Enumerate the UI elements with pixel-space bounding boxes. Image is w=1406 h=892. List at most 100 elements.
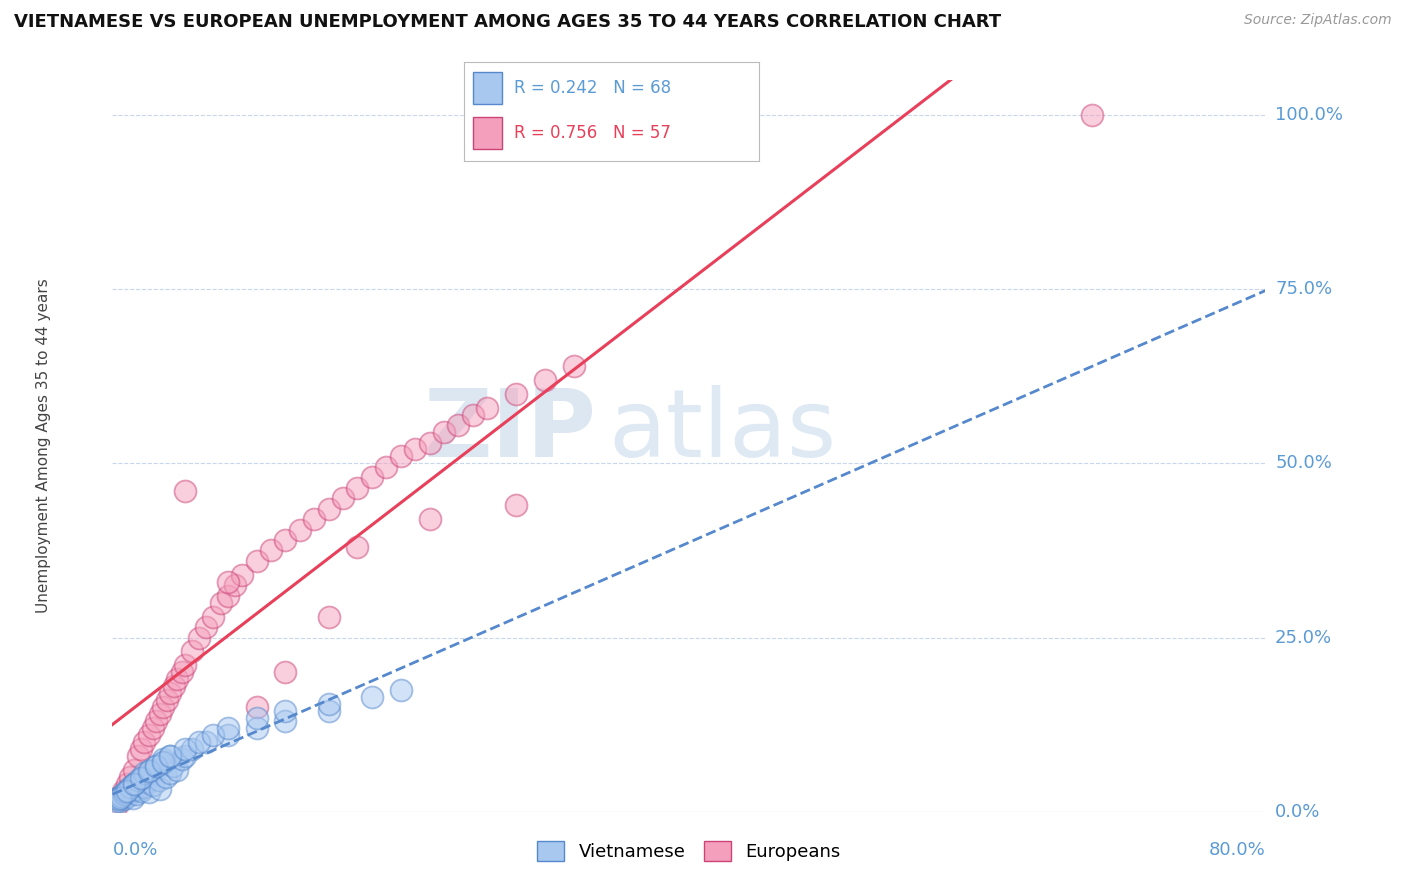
Point xyxy=(127,749,149,764)
Point xyxy=(148,773,170,788)
Legend: Vietnamese, Europeans: Vietnamese, Europeans xyxy=(530,834,848,869)
Point xyxy=(117,789,139,804)
Point xyxy=(159,686,181,700)
Text: R = 0.242   N = 68: R = 0.242 N = 68 xyxy=(515,79,671,97)
Point xyxy=(173,749,195,764)
Point xyxy=(120,780,142,795)
Point xyxy=(166,763,188,777)
Point xyxy=(318,697,340,711)
Point xyxy=(217,589,239,603)
Text: VIETNAMESE VS EUROPEAN UNEMPLOYMENT AMONG AGES 35 TO 44 YEARS CORRELATION CHART: VIETNAMESE VS EUROPEAN UNEMPLOYMENT AMON… xyxy=(14,13,1001,31)
Point xyxy=(505,386,527,401)
Text: atlas: atlas xyxy=(609,385,837,477)
Point xyxy=(173,742,195,756)
Point xyxy=(145,763,167,777)
Point xyxy=(115,784,138,798)
Point xyxy=(127,773,149,788)
Point xyxy=(134,766,156,780)
Point xyxy=(217,574,239,589)
Point xyxy=(122,777,145,791)
Point xyxy=(155,770,177,784)
Point xyxy=(118,785,141,799)
Bar xyxy=(472,118,502,149)
Point xyxy=(145,759,167,773)
Point xyxy=(1081,108,1104,122)
Point xyxy=(159,749,181,764)
Text: ZIP: ZIP xyxy=(423,385,596,477)
Text: Unemployment Among Ages 35 to 44 years: Unemployment Among Ages 35 to 44 years xyxy=(35,278,51,614)
Point xyxy=(156,693,179,707)
Point xyxy=(318,609,340,624)
Point xyxy=(163,679,186,693)
Point xyxy=(129,742,153,756)
Point xyxy=(274,714,297,728)
Point xyxy=(152,752,174,766)
Point xyxy=(188,631,211,645)
Point xyxy=(114,785,136,799)
Point xyxy=(129,772,153,786)
Point xyxy=(318,501,340,516)
Point xyxy=(173,658,195,673)
Point xyxy=(170,665,193,680)
Point xyxy=(112,787,135,801)
Point xyxy=(127,778,149,792)
Point xyxy=(149,782,172,797)
Text: Source: ZipAtlas.com: Source: ZipAtlas.com xyxy=(1244,13,1392,28)
Point xyxy=(245,721,267,735)
Point xyxy=(141,766,163,780)
Point xyxy=(288,523,311,537)
Point xyxy=(389,682,412,697)
Point xyxy=(533,373,555,387)
Text: 80.0%: 80.0% xyxy=(1209,841,1265,859)
Point xyxy=(138,764,160,779)
Text: 0.0%: 0.0% xyxy=(112,841,157,859)
Point xyxy=(112,792,135,806)
Point xyxy=(118,780,141,795)
Text: 25.0%: 25.0% xyxy=(1275,629,1333,647)
Point xyxy=(142,721,165,735)
Point xyxy=(231,567,253,582)
Point xyxy=(111,787,134,801)
Point xyxy=(318,704,340,718)
Point xyxy=(180,742,202,756)
Point xyxy=(505,498,527,512)
Point xyxy=(111,784,134,798)
Point xyxy=(202,728,225,742)
Point xyxy=(159,749,181,764)
Point xyxy=(159,766,181,780)
Point xyxy=(138,728,160,742)
Point xyxy=(136,770,159,784)
Point xyxy=(145,759,167,773)
Point xyxy=(217,721,239,735)
Point xyxy=(360,690,382,704)
Point xyxy=(209,596,232,610)
Point xyxy=(166,673,188,687)
Point xyxy=(419,435,441,450)
Point xyxy=(260,543,283,558)
Point xyxy=(274,665,297,680)
Point xyxy=(433,425,456,439)
Point xyxy=(145,714,167,728)
Text: 75.0%: 75.0% xyxy=(1275,280,1333,298)
Point xyxy=(142,778,165,792)
Point xyxy=(125,782,148,797)
Point xyxy=(245,554,267,568)
Point xyxy=(134,735,156,749)
Point xyxy=(195,620,218,634)
Point xyxy=(152,756,174,770)
Bar xyxy=(472,72,502,103)
Point xyxy=(152,700,174,714)
Text: 50.0%: 50.0% xyxy=(1275,454,1331,473)
Point xyxy=(419,512,441,526)
Point xyxy=(389,450,412,464)
Point xyxy=(115,777,138,791)
Point xyxy=(122,763,145,777)
Point xyxy=(245,711,267,725)
Point xyxy=(105,797,128,812)
Point xyxy=(180,644,202,658)
Point xyxy=(173,484,195,499)
Point xyxy=(124,787,146,801)
Point xyxy=(129,784,153,798)
Point xyxy=(107,792,129,806)
Point xyxy=(152,755,174,769)
